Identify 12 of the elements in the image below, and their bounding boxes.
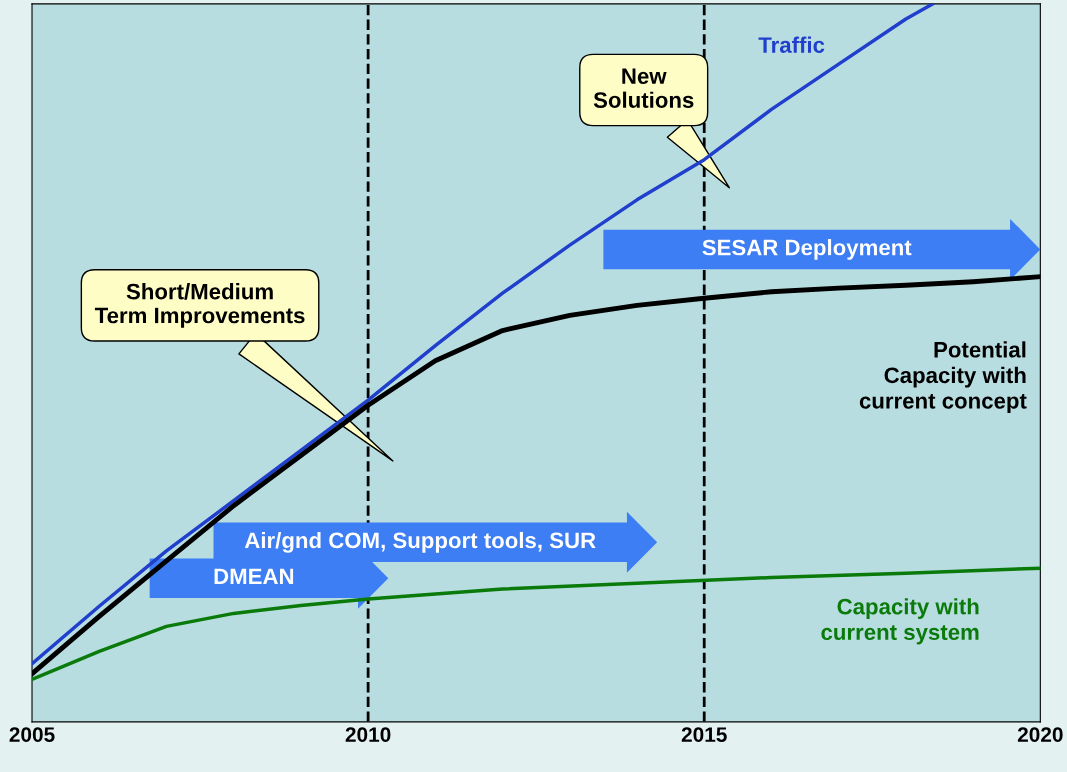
- text: Potential Capacity with current concept: [859, 341, 1027, 414]
- series-label: Capacity with current system: [821, 598, 979, 645]
- series-label: Traffic: [758, 36, 825, 53]
- annotation: Short/Medium Term Improvements: [94, 283, 305, 328]
- x-tick-label: 2010: [345, 727, 391, 742]
- x-tick-label: 2020: [1017, 727, 1063, 742]
- annotation: New Solutions: [593, 68, 694, 108]
- x-tick-label: 2015: [681, 727, 727, 742]
- annotation: DMEAN: [214, 568, 294, 584]
- annotation: Air/gnd COM, Support tools, SUR: [244, 531, 596, 553]
- x-tick-label: 2005: [9, 727, 55, 742]
- annotation: SESAR Deployment: [702, 239, 912, 260]
